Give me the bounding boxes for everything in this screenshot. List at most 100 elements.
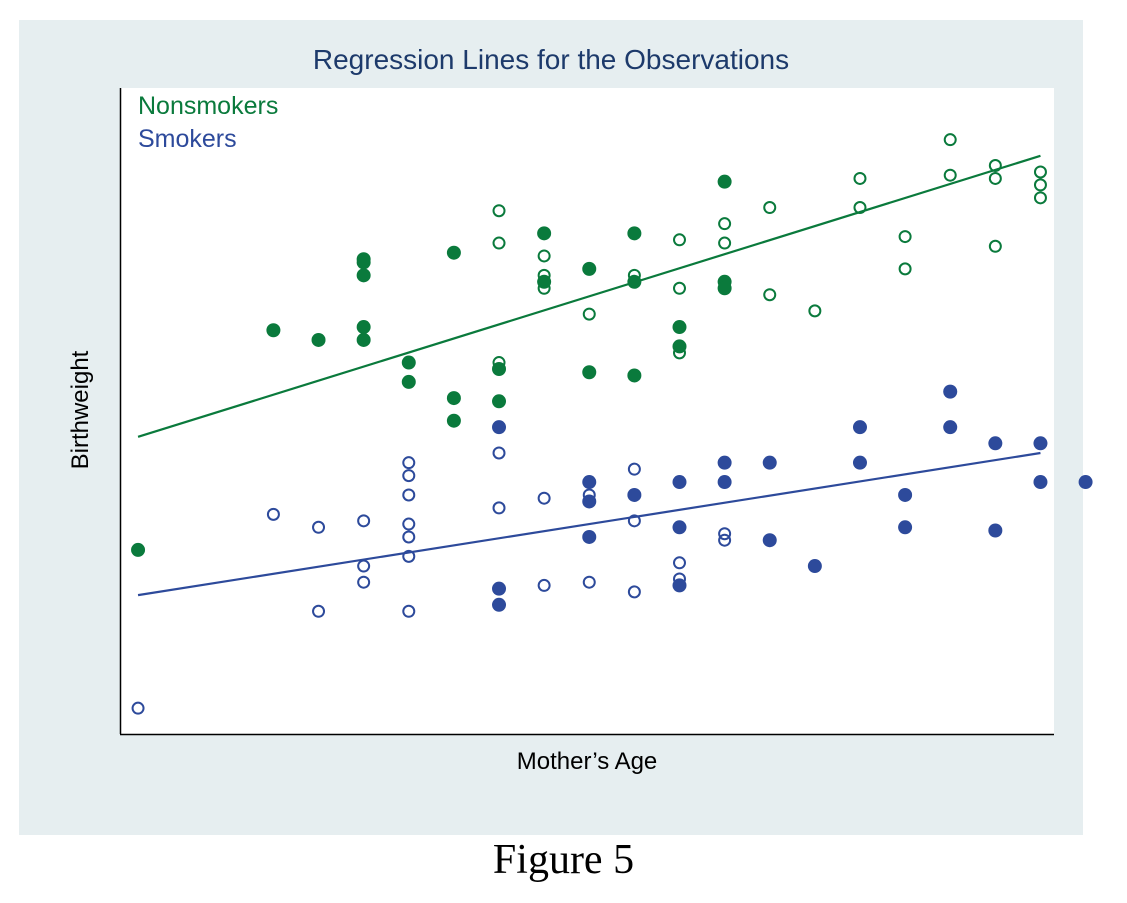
point-smokers-open-17: [537, 578, 551, 592]
point-nonsmokers-open-26: [988, 239, 1002, 253]
point-smokers-filled-25: [1078, 475, 1093, 490]
point-smokers-open-15: [492, 501, 506, 515]
point-nonsmokers-filled-25: [717, 281, 732, 296]
point-nonsmokers-filled-13: [492, 362, 507, 377]
point-nonsmokers-open-20: [898, 230, 912, 244]
point-nonsmokers-filled-10: [446, 245, 461, 260]
point-nonsmokers-filled-21: [627, 368, 642, 383]
point-nonsmokers-filled-7: [356, 255, 371, 270]
point-smokers-open-13: [402, 604, 416, 618]
point-smokers-open-1: [266, 507, 280, 521]
point-smokers-filled-15: [852, 455, 867, 470]
point-nonsmokers-filled-17: [582, 261, 597, 276]
point-nonsmokers-filled-22: [672, 320, 687, 335]
point-smokers-filled-12: [762, 455, 777, 470]
point-nonsmokers-filled-1: [266, 323, 281, 338]
point-smokers-open-6: [357, 575, 371, 589]
point-smokers-open-5: [357, 559, 371, 573]
point-smokers-filled-3: [582, 529, 597, 544]
point-nonsmokers-open-16: [763, 288, 777, 302]
point-nonsmokers-filled-8: [401, 374, 416, 389]
point-nonsmokers-open-27: [1033, 165, 1047, 179]
point-smokers-filled-9: [672, 578, 687, 593]
point-nonsmokers-filled-11: [446, 391, 461, 406]
point-smokers-open-3: [312, 604, 326, 618]
point-smokers-open-9: [402, 549, 416, 563]
point-nonsmokers-open-5: [537, 249, 551, 263]
point-smokers-open-0: [131, 701, 145, 715]
point-smokers-open-4: [357, 514, 371, 528]
point-smokers-filled-24: [1033, 475, 1048, 490]
point-smokers-open-16: [537, 491, 551, 505]
legend-entry-smokers: Smokers: [138, 125, 237, 153]
point-smokers-filled-8: [672, 520, 687, 535]
point-nonsmokers-open-18: [853, 171, 867, 185]
point-smokers-filled-17: [898, 487, 913, 502]
point-smokers-open-20: [627, 514, 641, 528]
point-smokers-filled-13: [762, 533, 777, 548]
point-nonsmokers-filled-19: [627, 274, 642, 289]
point-nonsmokers-filled-16: [537, 226, 552, 241]
point-nonsmokers-open-21: [898, 262, 912, 276]
point-smokers-filled-4: [582, 494, 597, 509]
point-smokers-filled-1: [492, 581, 507, 596]
point-smokers-open-19: [582, 575, 596, 589]
point-nonsmokers-filled-5: [356, 268, 371, 283]
point-nonsmokers-open-17: [808, 304, 822, 318]
x-axis-label: Mother’s Age: [516, 748, 658, 775]
regression-lines: [137, 154, 1041, 597]
point-smokers-filled-19: [943, 384, 958, 399]
data-points: [131, 133, 1093, 715]
point-nonsmokers-filled-9: [401, 355, 416, 370]
point-nonsmokers-open-28: [1033, 191, 1047, 205]
chart-title: Regression Lines for the Observations: [312, 44, 790, 75]
point-smokers-open-25: [718, 527, 732, 541]
point-smokers-filled-10: [717, 455, 732, 470]
point-nonsmokers-open-22: [943, 133, 957, 147]
point-nonsmokers-open-6: [582, 307, 596, 321]
point-smokers-filled-22: [988, 523, 1003, 538]
point-nonsmokers-filled-26: [717, 174, 732, 189]
point-nonsmokers-open-23: [943, 168, 957, 182]
point-smokers-open-26: [718, 533, 732, 547]
point-smokers-filled-16: [852, 420, 867, 435]
point-nonsmokers-filled-14: [492, 394, 507, 409]
point-nonsmokers-open-25: [988, 171, 1002, 185]
regression-line-nonsmokers: [137, 154, 1041, 438]
point-nonsmokers-open-15: [763, 201, 777, 215]
point-smokers-open-14: [492, 446, 506, 460]
point-nonsmokers-filled-2: [311, 332, 326, 347]
point-nonsmokers-filled-12: [446, 413, 461, 428]
point-smokers-filled-0: [492, 420, 507, 435]
point-nonsmokers-open-14: [718, 217, 732, 231]
point-smokers-open-23: [672, 556, 686, 570]
point-nonsmokers-open-29: [1033, 178, 1047, 192]
point-smokers-open-22: [627, 585, 641, 599]
point-smokers-open-21: [627, 462, 641, 476]
point-nonsmokers-open-2: [492, 204, 506, 218]
legend-entry-nonsmokers: Nonsmokers: [138, 92, 279, 120]
point-smokers-filled-11: [717, 475, 732, 490]
point-smokers-filled-6: [627, 487, 642, 502]
point-smokers-open-11: [402, 456, 416, 470]
point-nonsmokers-filled-0: [131, 542, 146, 557]
regression-line-smokers: [137, 451, 1041, 597]
point-nonsmokers-open-9: [672, 233, 686, 247]
point-nonsmokers-open-1: [492, 236, 506, 250]
point-smokers-open-10: [402, 469, 416, 483]
point-smokers-filled-2: [492, 597, 507, 612]
point-smokers-filled-7: [672, 475, 687, 490]
point-nonsmokers-open-12: [672, 281, 686, 295]
point-smokers-filled-23: [1033, 436, 1048, 451]
point-nonsmokers-filled-15: [537, 274, 552, 289]
point-smokers-filled-18: [898, 520, 913, 535]
point-smokers-open-7: [402, 517, 416, 531]
point-smokers-filled-20: [943, 420, 958, 435]
point-nonsmokers-filled-18: [582, 365, 597, 380]
point-nonsmokers-open-24: [988, 159, 1002, 173]
point-smokers-filled-14: [807, 559, 822, 574]
point-nonsmokers-open-13: [718, 236, 732, 250]
point-nonsmokers-filled-3: [356, 320, 371, 335]
point-smokers-open-2: [312, 520, 326, 534]
